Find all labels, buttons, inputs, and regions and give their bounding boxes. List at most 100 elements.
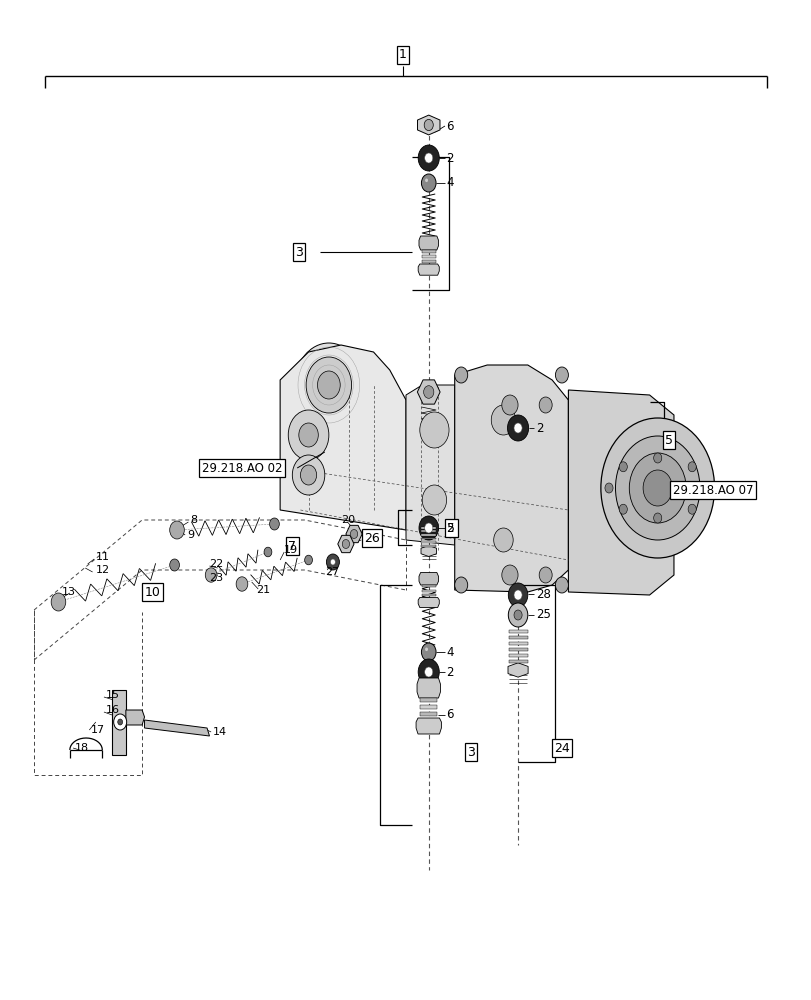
Circle shape <box>418 659 439 685</box>
Circle shape <box>508 583 527 607</box>
Text: 25: 25 <box>535 608 550 621</box>
Circle shape <box>169 521 184 539</box>
Circle shape <box>501 395 517 415</box>
Polygon shape <box>422 260 435 263</box>
Polygon shape <box>422 265 435 268</box>
Polygon shape <box>126 710 144 725</box>
Text: 14: 14 <box>212 727 226 737</box>
Text: 1: 1 <box>398 48 406 62</box>
Circle shape <box>51 593 66 611</box>
Polygon shape <box>508 663 527 677</box>
Circle shape <box>513 423 521 433</box>
Text: 10: 10 <box>144 585 161 598</box>
Circle shape <box>288 410 328 460</box>
Circle shape <box>619 462 627 472</box>
Text: 2: 2 <box>446 522 453 534</box>
Polygon shape <box>508 648 527 650</box>
Circle shape <box>493 528 513 552</box>
Polygon shape <box>422 598 435 601</box>
Circle shape <box>342 540 349 548</box>
Circle shape <box>205 568 217 582</box>
Text: 29.218.AO 02: 29.218.AO 02 <box>201 462 282 475</box>
Circle shape <box>300 465 316 485</box>
Text: 28: 28 <box>535 587 550 600</box>
Circle shape <box>330 559 335 565</box>
Text: 6: 6 <box>446 119 453 132</box>
Text: 3: 3 <box>294 245 303 258</box>
Polygon shape <box>508 636 527 638</box>
Text: 4: 4 <box>446 176 453 190</box>
Polygon shape <box>420 720 436 723</box>
Polygon shape <box>280 345 406 530</box>
Text: 24: 24 <box>553 742 569 754</box>
Polygon shape <box>421 534 436 536</box>
Circle shape <box>687 504 695 514</box>
Text: 5: 5 <box>447 522 455 534</box>
Text: 2: 2 <box>535 422 543 434</box>
Circle shape <box>604 483 612 493</box>
Circle shape <box>615 436 699 540</box>
Circle shape <box>454 367 467 383</box>
Circle shape <box>501 565 517 585</box>
Polygon shape <box>418 236 438 250</box>
Circle shape <box>169 559 179 571</box>
Polygon shape <box>337 535 354 553</box>
Polygon shape <box>418 598 439 608</box>
Circle shape <box>619 504 627 514</box>
Circle shape <box>425 648 427 651</box>
Polygon shape <box>422 585 435 587</box>
Polygon shape <box>417 115 440 135</box>
Polygon shape <box>144 720 209 736</box>
Circle shape <box>513 590 521 600</box>
Circle shape <box>454 577 467 593</box>
Text: 15: 15 <box>105 690 119 700</box>
Polygon shape <box>420 698 436 702</box>
Circle shape <box>555 367 568 383</box>
Polygon shape <box>418 572 438 585</box>
Text: 26: 26 <box>363 532 380 544</box>
Polygon shape <box>508 660 527 662</box>
Circle shape <box>508 603 527 627</box>
Circle shape <box>424 153 432 163</box>
Polygon shape <box>418 264 439 275</box>
Circle shape <box>419 412 448 448</box>
Circle shape <box>423 119 433 131</box>
Circle shape <box>555 577 568 593</box>
Circle shape <box>424 667 432 677</box>
Text: 4: 4 <box>446 646 453 658</box>
Circle shape <box>642 470 672 506</box>
Circle shape <box>418 516 438 540</box>
Text: 18: 18 <box>75 743 88 753</box>
Text: 5: 5 <box>664 434 672 446</box>
Polygon shape <box>421 545 436 546</box>
Polygon shape <box>422 255 435 258</box>
Circle shape <box>653 513 661 523</box>
Circle shape <box>425 179 427 182</box>
Polygon shape <box>345 525 362 543</box>
Polygon shape <box>422 589 435 592</box>
Text: 22: 22 <box>209 559 224 569</box>
Text: 19: 19 <box>284 545 298 555</box>
Polygon shape <box>421 527 436 528</box>
Circle shape <box>114 714 127 730</box>
Circle shape <box>687 462 695 472</box>
Text: 23: 23 <box>209 573 223 583</box>
Circle shape <box>539 567 551 583</box>
Polygon shape <box>420 712 436 716</box>
Circle shape <box>423 386 433 398</box>
Text: 9: 9 <box>187 530 194 540</box>
Text: 2: 2 <box>446 666 453 678</box>
Polygon shape <box>421 541 436 543</box>
Circle shape <box>600 418 714 558</box>
Circle shape <box>306 357 351 413</box>
Polygon shape <box>508 642 527 644</box>
Text: 7: 7 <box>288 540 296 552</box>
Polygon shape <box>417 678 440 698</box>
Polygon shape <box>421 530 436 532</box>
Circle shape <box>264 547 272 557</box>
Circle shape <box>424 523 432 533</box>
Text: 13: 13 <box>62 587 75 597</box>
Circle shape <box>118 719 122 725</box>
Text: 16: 16 <box>105 705 119 715</box>
Polygon shape <box>422 594 435 596</box>
